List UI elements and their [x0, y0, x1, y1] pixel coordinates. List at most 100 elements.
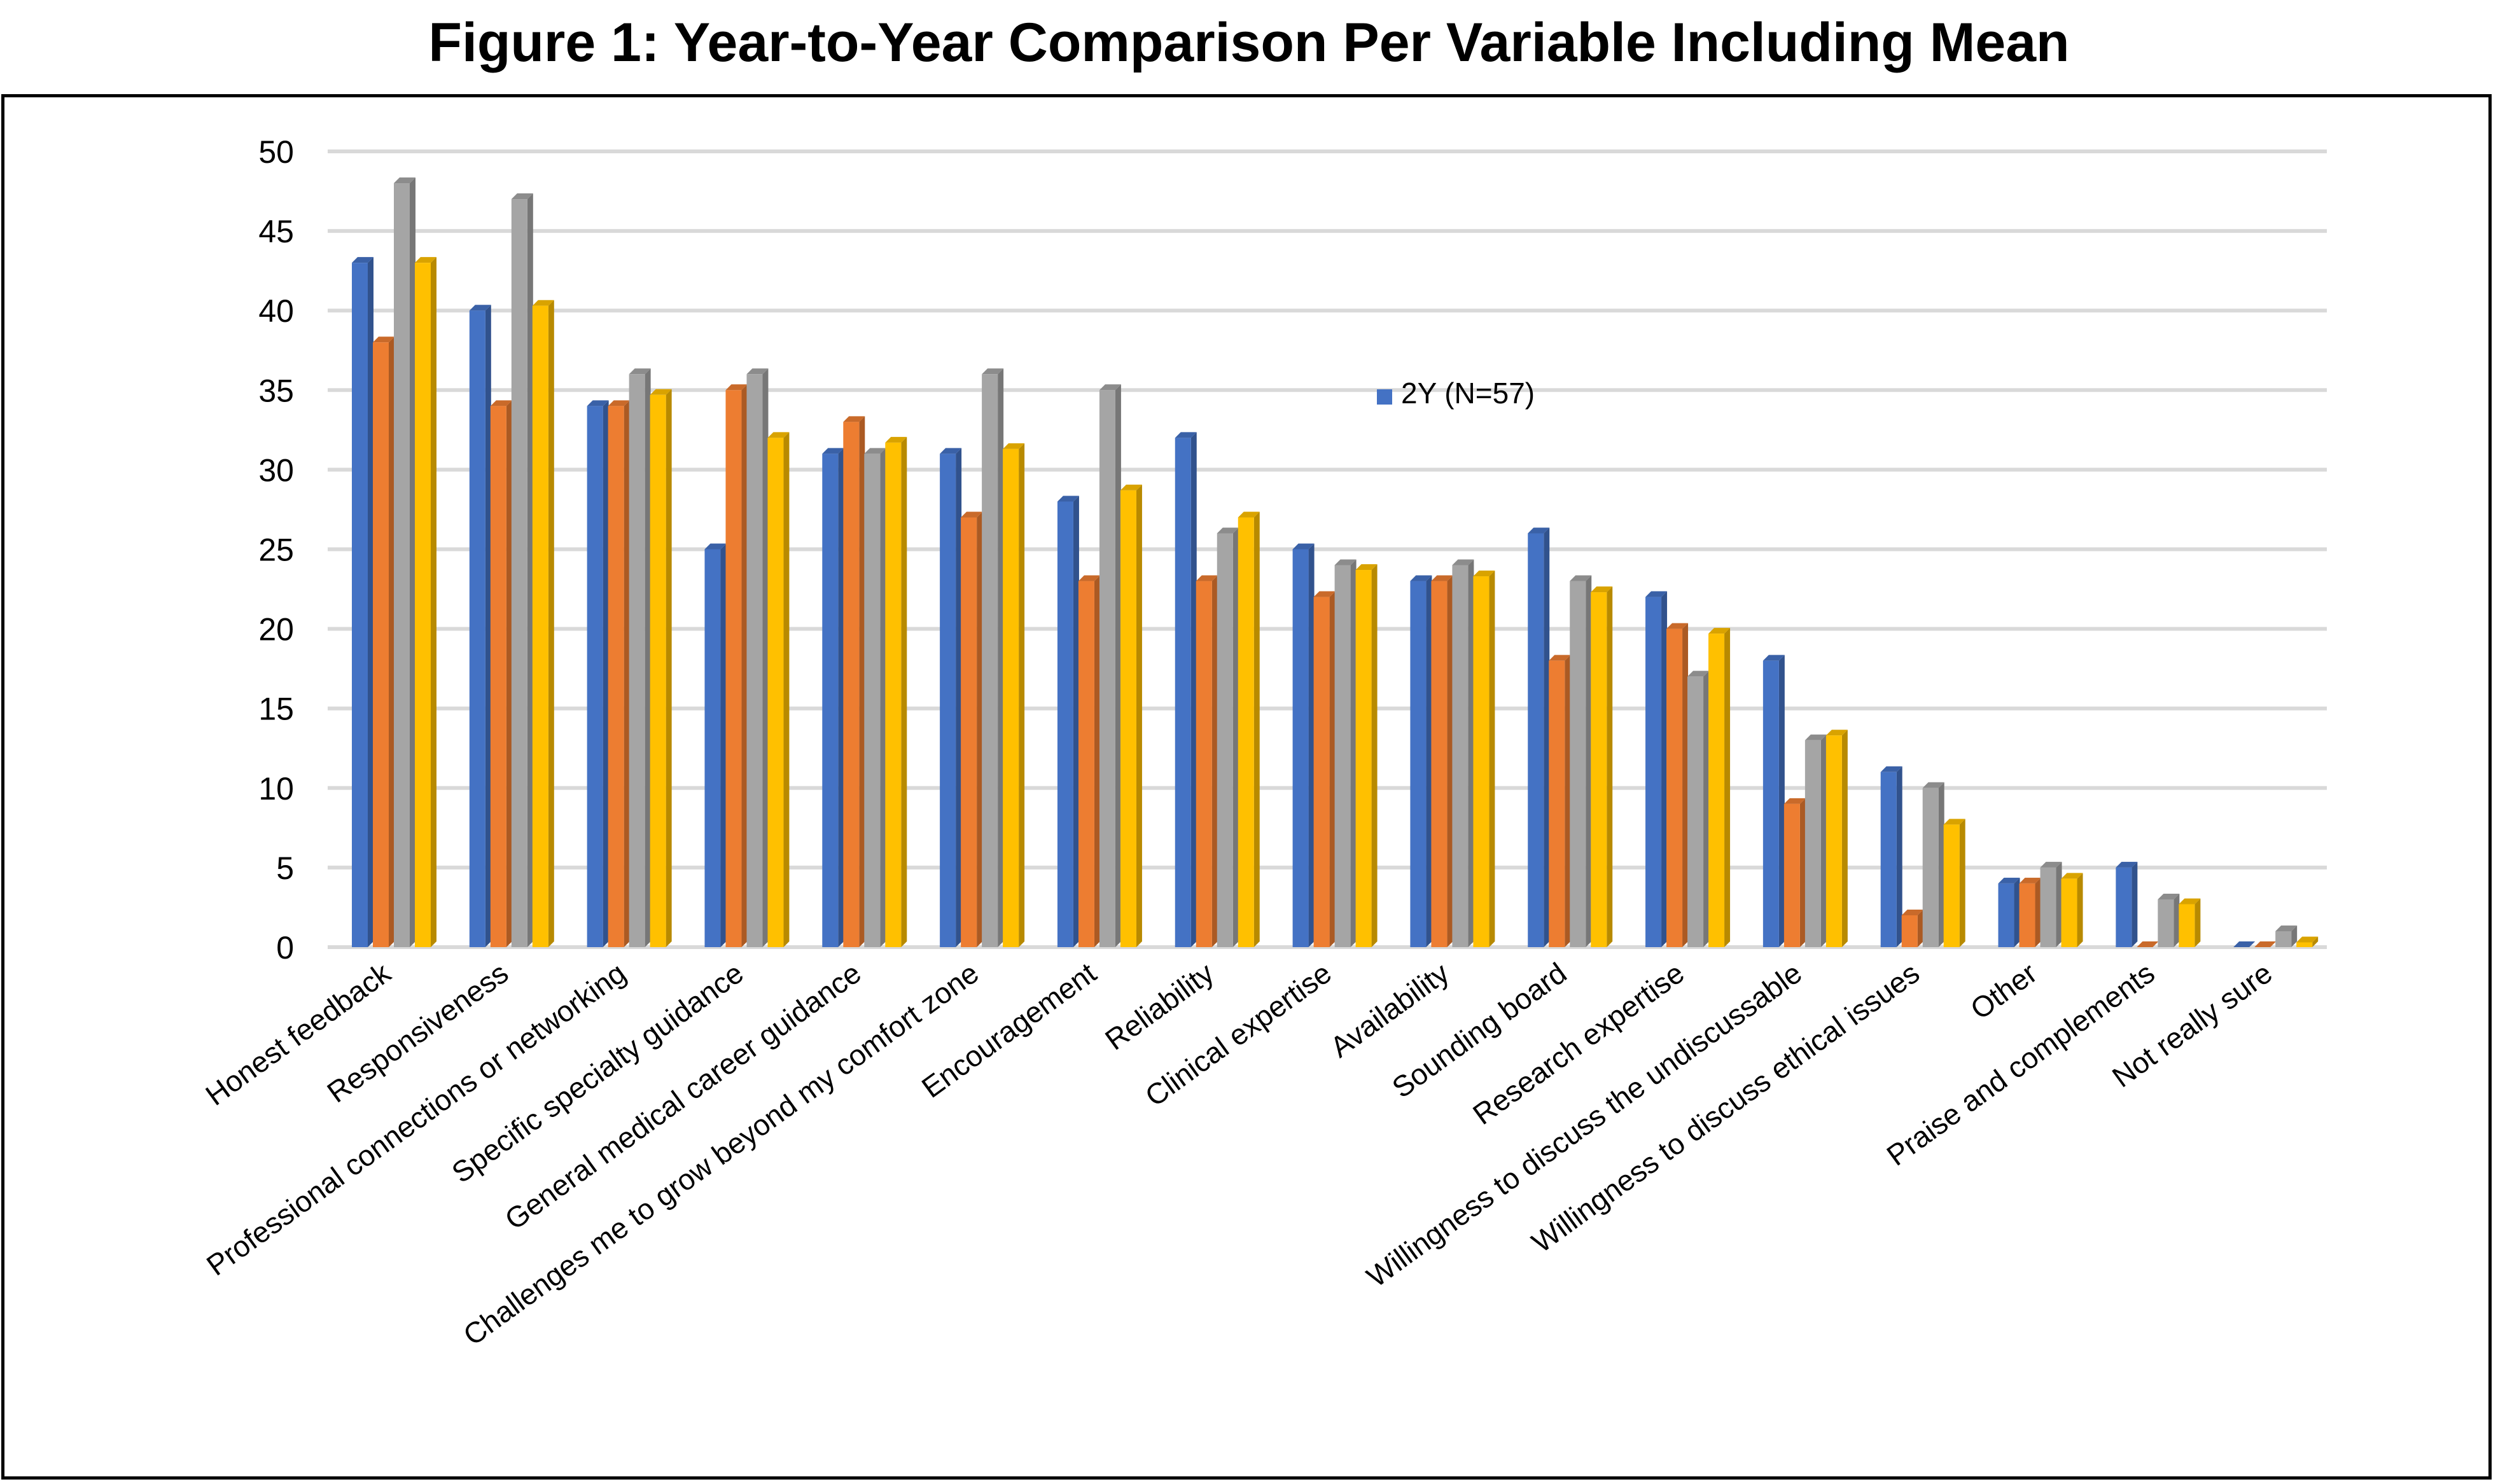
bar-top [725, 384, 748, 391]
bar-top [2061, 873, 2083, 879]
bar-side [2312, 936, 2319, 947]
bar-side [548, 300, 554, 948]
bar-top [843, 416, 865, 422]
bar [1196, 581, 1212, 947]
bar-top [1313, 591, 1336, 597]
bar-top [1708, 628, 1731, 634]
bar-top [1473, 571, 1495, 577]
bar-side [977, 511, 983, 947]
bar-side [1544, 527, 1550, 947]
bar-top [982, 368, 1004, 375]
bar-top [1549, 655, 1571, 661]
bar [2296, 942, 2313, 947]
bar-side [1938, 782, 1944, 947]
bar [1238, 517, 1254, 947]
y-tick-label: 30 [258, 452, 294, 488]
bar [415, 263, 431, 947]
bar [1452, 565, 1469, 947]
y-tick-label: 25 [258, 532, 294, 568]
bar [822, 454, 839, 947]
bar-side [368, 257, 373, 947]
bar [352, 263, 368, 947]
bar [1804, 740, 1821, 947]
bar-side [1959, 819, 1965, 947]
bar-side [410, 177, 415, 947]
bar [587, 406, 603, 947]
bar-top [1431, 575, 1453, 581]
bar-side [1682, 623, 1689, 947]
bar-side [1896, 766, 1902, 947]
figure-title: Figure 1: Year-to-Year Comparison Per Va… [428, 12, 2070, 73]
bar [843, 422, 860, 947]
bar-top [1570, 575, 1592, 581]
bar-side [2077, 873, 2083, 947]
bar-side [603, 400, 609, 947]
bar-top [1120, 484, 1142, 490]
bar-side [527, 193, 533, 947]
bar [1922, 787, 1939, 947]
bar [1708, 634, 1725, 947]
bar [1825, 735, 1842, 947]
bar-top [1003, 443, 1025, 449]
bar-layer [352, 177, 2319, 948]
bar-top [1217, 527, 1239, 534]
bar [746, 374, 763, 947]
bar-side [1607, 586, 1613, 947]
bar [1998, 883, 2014, 947]
bar [1410, 581, 1427, 947]
bar [2179, 904, 2195, 947]
y-tick-label: 35 [258, 373, 294, 408]
bar-side [1371, 564, 1378, 947]
bar-side [1661, 591, 1668, 947]
bar-side [741, 384, 748, 947]
bar-top [885, 436, 907, 443]
bar [490, 406, 506, 947]
bar-top [650, 389, 672, 395]
bar-side [1253, 511, 1260, 947]
bar-top [608, 400, 630, 406]
bar-side [1308, 543, 1315, 947]
x-tick-label: Willingness to discuss the undiscussable [1360, 956, 1808, 1294]
bar-side [1426, 575, 1432, 947]
bar-side [1447, 575, 1453, 947]
bar [961, 517, 977, 947]
y-tick-label: 45 [258, 214, 294, 249]
bar-side [2056, 861, 2062, 947]
bar-side [485, 305, 491, 947]
bar-top [352, 257, 373, 263]
bar [2061, 878, 2077, 947]
bar-top [1355, 564, 1378, 571]
bar [2040, 867, 2056, 947]
bar-top [1196, 575, 1218, 581]
bar [1431, 581, 1448, 947]
bar [1313, 597, 1330, 947]
bar [650, 394, 666, 947]
bar [1645, 597, 1662, 947]
bar-top [587, 400, 609, 406]
legend-label: 2Y (N=57) [1401, 377, 1535, 410]
bar-side [762, 368, 769, 947]
bar-side [838, 448, 844, 947]
bar-side [956, 448, 962, 947]
bar-top [822, 448, 844, 454]
bar-top [2254, 941, 2277, 947]
bar-side [1190, 432, 1197, 947]
bar-top [1943, 819, 1965, 825]
bar [725, 390, 742, 947]
y-tick-label: 5 [276, 850, 294, 886]
bar-side [2291, 925, 2298, 947]
bar-side [389, 336, 394, 947]
bar-side [1586, 575, 1592, 947]
bar [1762, 660, 1779, 947]
bar-top [1901, 909, 1923, 915]
bar-side [1703, 670, 1710, 947]
bar-top [864, 448, 886, 454]
bar [2019, 883, 2035, 947]
bar-top [373, 336, 394, 343]
y-tick-label: 15 [258, 691, 294, 727]
bar-side [2014, 877, 2020, 947]
bar-top [2158, 893, 2180, 899]
y-tick-label: 0 [276, 930, 294, 966]
y-tick-label: 40 [258, 293, 294, 329]
